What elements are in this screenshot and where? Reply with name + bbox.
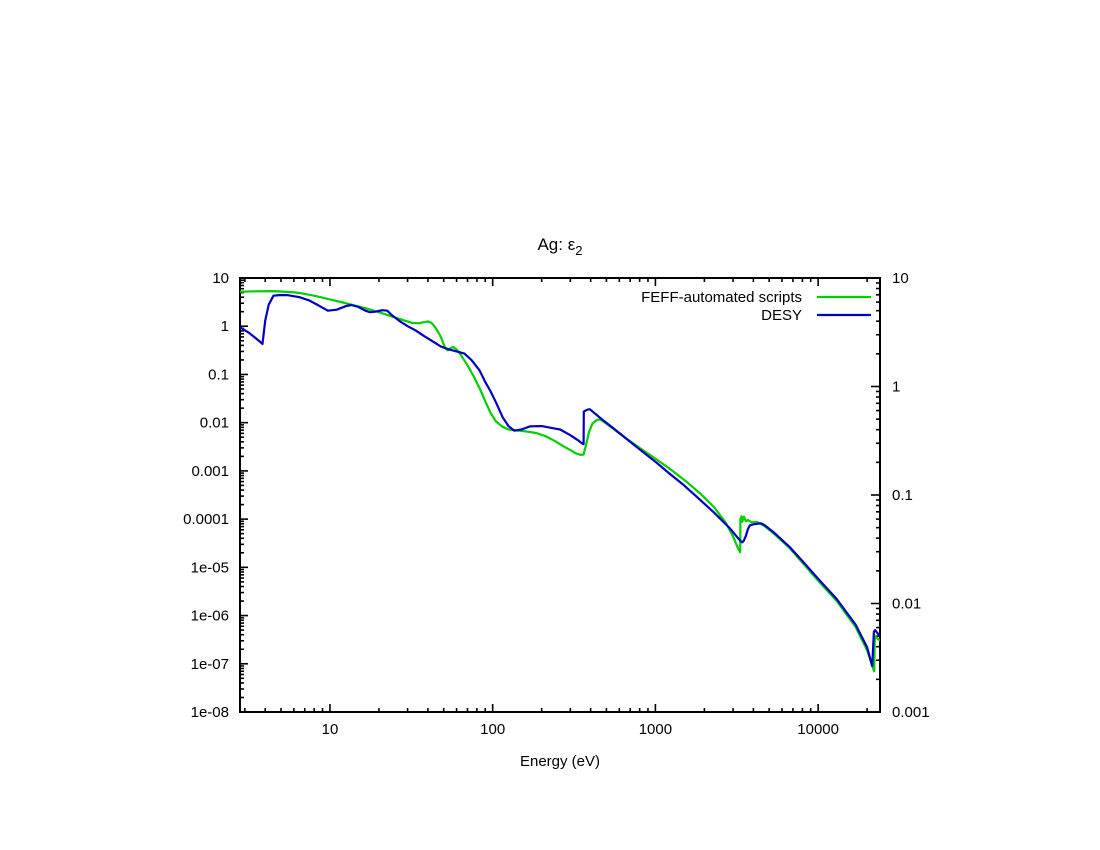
series-desy-line (240, 293, 880, 668)
y-axis-left-tick-label: 1e-06 (191, 608, 229, 625)
chart-title-subscript: 2 (575, 243, 582, 258)
plot-border (239, 277, 881, 713)
y-axis-left-tick-label: 0.0001 (183, 511, 229, 528)
y-axis-left-tick-label: 0.001 (191, 463, 229, 480)
y-axis-right-tick-label: 0.1 (892, 487, 913, 504)
y-axis-right-tick-label: 0.01 (892, 596, 921, 613)
chart-title: Ag: ε2 (537, 235, 582, 258)
y-axis-left-tick-label: 1e-08 (191, 704, 229, 721)
x-axis-tick-label: 10000 (797, 721, 839, 738)
y-axis-left-tick-label: 1 (221, 318, 229, 335)
x-axis-tick-label: 1000 (639, 721, 672, 738)
y-axis-left-tick-label: 0.01 (200, 415, 229, 432)
x-axis-tick-label: 10 (322, 721, 339, 738)
y-axis-left-tick-label: 10 (212, 270, 229, 287)
legend-entry-label: DESY (761, 307, 802, 324)
chart-title-main: Ag: ε (537, 235, 575, 254)
y-axis-right-tick-label: 1 (892, 379, 900, 396)
y-axis-right-tick-label: 10 (892, 270, 909, 287)
y-axis-right-tick-label: 0.001 (892, 704, 930, 721)
x-axis-tick-label: 100 (480, 721, 505, 738)
y-axis-left-tick-label: 1e-05 (191, 559, 229, 576)
series-feff-line (240, 290, 880, 673)
y-axis-left-tick-label: 0.1 (208, 366, 229, 383)
x-axis-title: Energy (eV) (520, 753, 600, 770)
y-axis-left-tick-label: 1e-07 (191, 656, 229, 673)
legend-entry-label: FEFF-automated scripts (641, 289, 802, 306)
